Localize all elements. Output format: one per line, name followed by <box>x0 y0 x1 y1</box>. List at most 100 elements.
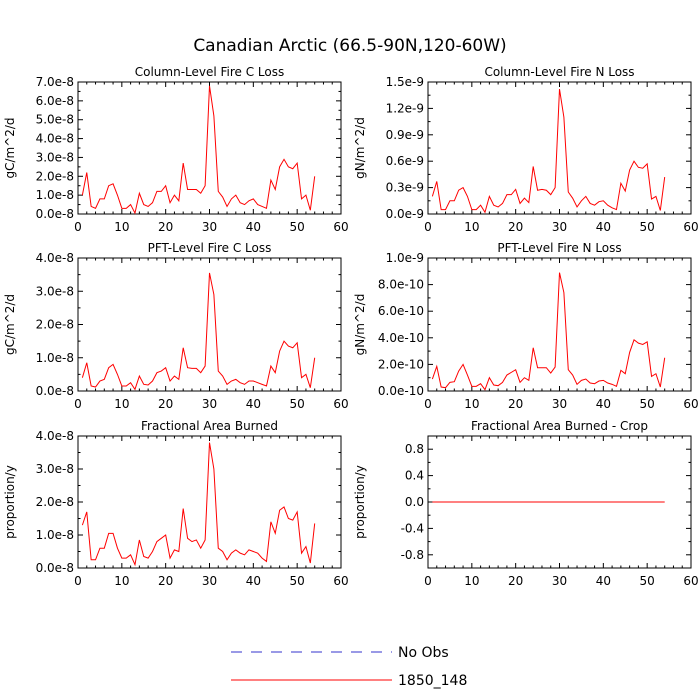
x-tick-label: 20 <box>508 574 523 588</box>
y-tick-label: 1.5e-9 <box>386 75 424 89</box>
y-axis-label: proportion/y <box>3 465 17 539</box>
y-tick-label: 3.0e-8 <box>36 150 74 164</box>
panel-title: Column-Level Fire N Loss <box>484 65 634 79</box>
y-tick-label: 0.4 <box>405 469 424 483</box>
y-tick-label: 5.0e-8 <box>36 113 74 127</box>
y-tick-label: 4.0e-8 <box>36 429 74 443</box>
x-tick-label: 50 <box>640 574 655 588</box>
x-tick-label: 10 <box>114 574 129 588</box>
y-tick-label: 1.0e-9 <box>386 251 424 265</box>
y-tick-label: 0.6e-9 <box>386 154 424 168</box>
y-tick-label: 0.0e-8 <box>36 384 74 398</box>
y-tick-label: 2.0e-8 <box>36 169 74 183</box>
y-tick-label: 3.0e-8 <box>36 284 74 298</box>
y-tick-label: 1.0e-8 <box>36 351 74 365</box>
x-tick-label: 10 <box>464 574 479 588</box>
legend: No Obs 1850_148 <box>231 645 467 689</box>
panel-title: PFT-Level Fire N Loss <box>497 241 621 255</box>
x-tick-label: 30 <box>552 220 567 234</box>
series-line-1850_148 <box>81 442 316 567</box>
x-tick-label: 10 <box>464 220 479 234</box>
x-tick-label: 40 <box>246 220 261 234</box>
series-line-1850_148 <box>431 88 666 214</box>
x-tick-label: 0 <box>424 397 432 411</box>
y-tick-label: 8.0e-10 <box>378 278 424 292</box>
y-axis-label: proportion/y <box>353 465 367 539</box>
plot-frame <box>427 81 692 215</box>
panel-5: Fractional Area Burned proportion/y 0 10 20 3… <box>3 419 349 588</box>
x-tick-label: 40 <box>596 220 611 234</box>
x-tick-label: 50 <box>640 220 655 234</box>
x-tick-label: 60 <box>683 220 698 234</box>
y-axis-label: gC/m^2/d <box>3 117 17 178</box>
panel-4: PFT-Level Fire N Loss gN/m^2/d 0 10 20 30 40 50… <box>353 241 699 411</box>
x-tick-label: 40 <box>596 574 611 588</box>
y-tick-label: 1.2e-9 <box>386 101 424 115</box>
x-tick-label: 0 <box>424 220 432 234</box>
y-tick-label: 0.0e-10 <box>378 384 424 398</box>
legend-label: 1850_148 <box>398 673 467 689</box>
x-tick-label: 30 <box>552 574 567 588</box>
x-tick-label: 20 <box>158 574 173 588</box>
panel-2: Column-Level Fire N Loss gN/m^2/d 0 10 20 30 4… <box>353 65 699 234</box>
panel-title: PFT-Level Fire C Loss <box>148 241 272 255</box>
y-tick-label: 0.3e-9 <box>386 181 424 195</box>
y-tick-label: 4.0e-8 <box>36 251 74 265</box>
panels: Column-Level Fire C Loss gC/m^2/d 0 10 20 30 4… <box>3 65 699 588</box>
figure-title: Canadian Arctic (66.5-90N,120-60W) <box>193 36 506 56</box>
x-tick-label: 40 <box>596 397 611 411</box>
x-tick-label: 10 <box>464 397 479 411</box>
x-tick-label: 0 <box>424 574 432 588</box>
y-tick-label: -0.8 <box>401 548 424 562</box>
x-tick-label: 60 <box>333 574 348 588</box>
y-axis-label: gN/m^2/d <box>353 294 367 356</box>
y-tick-label: 2.0e-10 <box>378 357 424 371</box>
series-line-1850_148 <box>81 272 316 391</box>
y-tick-label: 6.0e-10 <box>378 304 424 318</box>
y-axis-label: gC/m^2/d <box>3 294 17 355</box>
x-tick-label: 60 <box>333 397 348 411</box>
x-tick-label: 30 <box>202 574 217 588</box>
x-tick-label: 20 <box>508 397 523 411</box>
x-tick-label: 50 <box>290 397 305 411</box>
x-tick-label: 0 <box>74 574 82 588</box>
x-tick-label: 10 <box>114 220 129 234</box>
x-tick-label: 10 <box>114 397 129 411</box>
y-tick-label: -0.4 <box>401 521 424 535</box>
y-tick-label: 4.0e-10 <box>378 331 424 345</box>
y-tick-label: 0.0e-8 <box>36 207 74 221</box>
x-tick-label: 30 <box>202 220 217 234</box>
panel-title: Column-Level Fire C Loss <box>135 65 285 79</box>
y-tick-label: 0.0 <box>405 495 424 509</box>
x-tick-label: 0 <box>74 397 82 411</box>
x-tick-label: 30 <box>202 397 217 411</box>
panel-6: Fractional Area Burned - Crop proportion/… <box>353 419 699 588</box>
x-tick-label: 60 <box>683 397 698 411</box>
y-tick-label: 2.0e-8 <box>36 495 74 509</box>
x-tick-label: 0 <box>74 220 82 234</box>
y-tick-label: 0.0e-9 <box>386 207 424 221</box>
y-tick-label: 0.8 <box>405 442 424 456</box>
y-tick-label: 3.0e-8 <box>36 462 74 476</box>
x-tick-label: 60 <box>683 574 698 588</box>
series-line-1850_148 <box>81 85 316 215</box>
x-tick-label: 40 <box>246 574 261 588</box>
y-tick-label: 6.0e-8 <box>36 94 74 108</box>
y-tick-label: 4.0e-8 <box>36 132 74 146</box>
panel-1: Column-Level Fire C Loss gC/m^2/d 0 10 20 30 4… <box>3 65 349 234</box>
y-tick-label: 1.0e-8 <box>36 188 74 202</box>
panel-3: PFT-Level Fire C Loss gC/m^2/d 0 10 20 30 40 50… <box>3 241 349 411</box>
y-tick-label: 0.0e-8 <box>36 561 74 575</box>
y-axis-label: gN/m^2/d <box>353 117 367 179</box>
y-tick-label: 1.0e-8 <box>36 528 74 542</box>
y-tick-label: 0.9e-9 <box>386 128 424 142</box>
x-tick-label: 30 <box>552 397 567 411</box>
series-line-1850_148 <box>431 272 666 391</box>
x-tick-label: 50 <box>640 397 655 411</box>
x-tick-label: 20 <box>158 397 173 411</box>
y-tick-label: 2.0e-8 <box>36 318 74 332</box>
x-tick-label: 50 <box>290 220 305 234</box>
x-tick-label: 20 <box>508 220 523 234</box>
legend-label: No Obs <box>398 645 449 661</box>
